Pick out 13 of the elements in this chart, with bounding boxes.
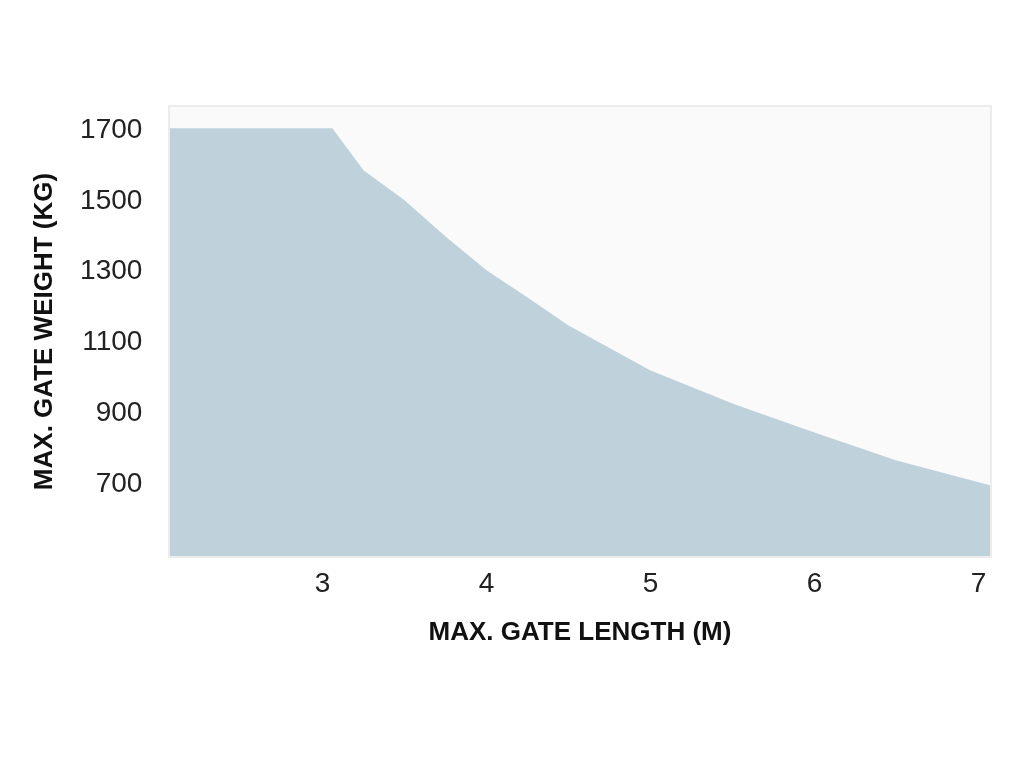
y-tick-label: 1700 — [80, 113, 143, 145]
x-tick-label: 5 — [642, 566, 659, 598]
x-tick-label: 6 — [806, 566, 823, 598]
x-tick-label: 4 — [478, 566, 495, 598]
y-tick-label: 1100 — [82, 325, 143, 357]
y-tick-label: 1500 — [80, 183, 143, 215]
x-tick-label: 3 — [314, 566, 331, 598]
y-axis-title: MAX. GATE WEIGHT (KG) — [28, 172, 58, 491]
y-tick-label: 700 — [95, 466, 143, 498]
x-tick-label: 7 — [970, 566, 987, 598]
y-tick-label: 900 — [95, 395, 143, 427]
y-tick-label: 1300 — [80, 254, 143, 286]
x-axis-title: MAX. GATE LENGTH (M) — [428, 615, 732, 646]
